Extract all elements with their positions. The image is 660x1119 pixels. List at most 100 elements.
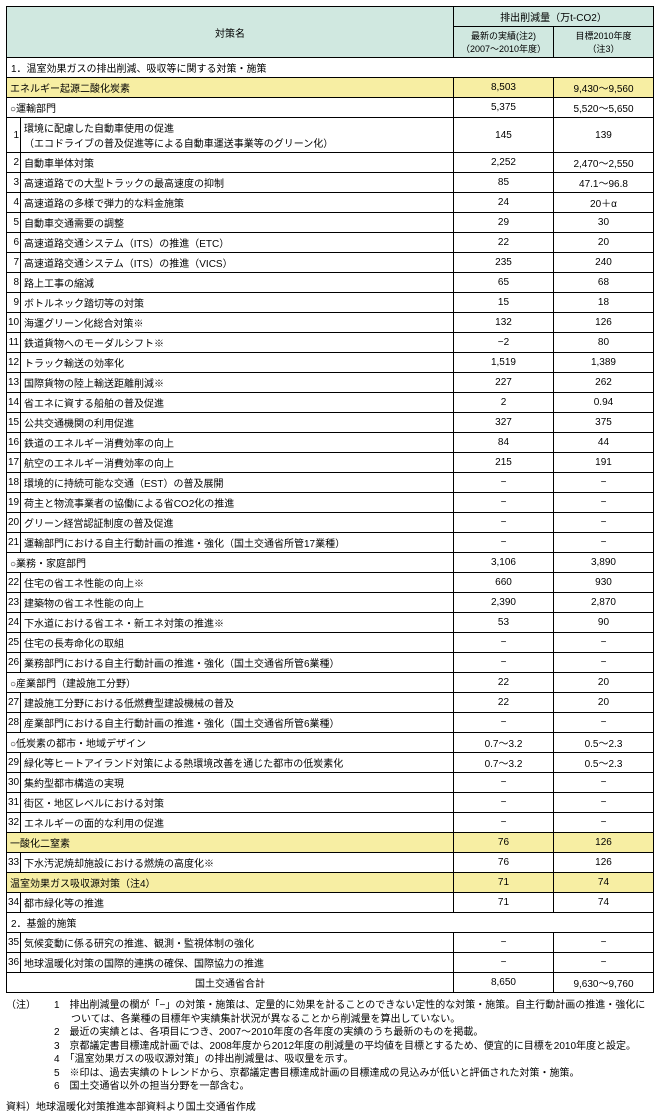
value-recent: 65: [453, 273, 553, 293]
value-recent: −: [453, 813, 553, 833]
value-recent: 5,375: [453, 98, 553, 118]
value-recent: 22: [453, 673, 553, 693]
value-recent: −: [453, 713, 553, 733]
measure-name: グリーン経営認証制度の普及促進: [21, 513, 454, 533]
value-recent: 8,503: [453, 78, 553, 98]
row-number: 21: [7, 533, 21, 553]
measure-name: 建築物の省エネ性能の向上: [21, 593, 454, 613]
value-recent: 227: [453, 373, 553, 393]
value-target: 191: [553, 453, 653, 473]
header-value-group: 排出削減量（万t-CO2）: [453, 7, 653, 27]
value-recent: 235: [453, 253, 553, 273]
value-target: −: [553, 773, 653, 793]
value-target: 0.94: [553, 393, 653, 413]
value-target: 18: [553, 293, 653, 313]
value-recent: 132: [453, 313, 553, 333]
value-target: 74: [553, 893, 653, 913]
value-recent: 0.7～3.2: [453, 733, 553, 753]
note-item: 2 最近の実績とは、各項目につき、2007～2010年度の各年度の実績のうち最新…: [36, 1026, 654, 1040]
category-name: 一酸化二窒素: [7, 833, 454, 853]
value-recent: 2,252: [453, 153, 553, 173]
value-target: −: [553, 933, 653, 953]
row-number: 8: [7, 273, 21, 293]
subcategory-name: ○産業部門（建設施工分野）: [7, 673, 454, 693]
row-number: 24: [7, 613, 21, 633]
value-recent: 2,390: [453, 593, 553, 613]
value-recent: −: [453, 533, 553, 553]
value-target: 68: [553, 273, 653, 293]
note-item: 6 国土交通省以外の担当分野を一部含む。: [36, 1080, 654, 1094]
value-recent: 76: [453, 853, 553, 873]
subcategory-name: ○業務・家庭部門: [7, 553, 454, 573]
value-target: 47.1～96.8: [553, 173, 653, 193]
value-target: −: [553, 713, 653, 733]
value-target: 126: [553, 313, 653, 333]
subcategory-name: ○低炭素の都市・地域デザイン: [7, 733, 454, 753]
row-number: 6: [7, 233, 21, 253]
value-recent: −: [453, 473, 553, 493]
value-target: 9,430～9,560: [553, 78, 653, 98]
note-item: 3 京都議定書目標達成計画では、2008年度から2012年度の削減量の平均値を目…: [36, 1040, 654, 1054]
measure-name: 鉄道貨物へのモーダルシフト※: [21, 333, 454, 353]
note-item: 4 「温室効果ガスの吸収源対策」の排出削減量は、吸収量を示す。: [36, 1053, 654, 1067]
value-target: 90: [553, 613, 653, 633]
row-number: 16: [7, 433, 21, 453]
measure-name: 高速道路の多様で弾力的な料金施策: [21, 193, 454, 213]
category-name: 温室効果ガス吸収源対策（注4）: [7, 873, 454, 893]
row-number: 36: [7, 953, 21, 973]
header-name: 対策名: [7, 7, 454, 58]
row-number: 13: [7, 373, 21, 393]
value-recent: 145: [453, 118, 553, 153]
measure-name: 公共交通機関の利用促進: [21, 413, 454, 433]
value-recent: 53: [453, 613, 553, 633]
value-target: 2,470～2,550: [553, 153, 653, 173]
value-target: 20: [553, 673, 653, 693]
row-number: 34: [7, 893, 21, 913]
value-recent: 3,106: [453, 553, 553, 573]
value-recent: 29: [453, 213, 553, 233]
value-recent: 327: [453, 413, 553, 433]
row-number: 28: [7, 713, 21, 733]
row-number: 18: [7, 473, 21, 493]
measure-name: 集約型都市構造の実現: [21, 773, 454, 793]
notes-label: （注）: [6, 999, 36, 1094]
value-recent: 76: [453, 833, 553, 853]
value-recent: 660: [453, 573, 553, 593]
measure-name: 住宅の省エネ性能の向上※: [21, 573, 454, 593]
value-target: 2,870: [553, 593, 653, 613]
measure-name: 気候変動に係る研究の推進、観測・監視体制の強化: [21, 933, 454, 953]
value-target: 20: [553, 233, 653, 253]
measure-name: 建設施工分野における低燃費型建設機械の普及: [21, 693, 454, 713]
value-recent: 22: [453, 233, 553, 253]
row-number: 20: [7, 513, 21, 533]
notes-list: 1 排出削減量の欄が「−」の対策・施策は、定量的に効果を計ることのできない定性的…: [36, 999, 654, 1094]
measure-name: 国際貨物の陸上輸送距離削減※: [21, 373, 454, 393]
measure-name: 自動車交通需要の調整: [21, 213, 454, 233]
measure-name: 緑化等ヒートアイランド対策による熱環境改善を通じた都市の低炭素化: [21, 753, 454, 773]
measure-name: 海運グリーン化総合対策※: [21, 313, 454, 333]
value-target: −: [553, 633, 653, 653]
measure-name: 産業部門における自主行動計画の推進・強化（国土交通省所管6業種）: [21, 713, 454, 733]
measure-name: 省エネに資する船舶の普及促進: [21, 393, 454, 413]
measure-name: 高速道路交通システム（ITS）の推進（ETC）: [21, 233, 454, 253]
note-item: 5 ※印は、過去実績のトレンドから、京都議定書目標達成計画の目標達成の見込みが低…: [36, 1067, 654, 1081]
value-recent: −: [453, 793, 553, 813]
source-line: 資料）地球温暖化対策推進本部資料より国土交通省作成: [6, 1098, 654, 1113]
value-target: −: [553, 473, 653, 493]
measure-name: 航空のエネルギー消費効率の向上: [21, 453, 454, 473]
measure-name: 路上工事の縮減: [21, 273, 454, 293]
row-number: 3: [7, 173, 21, 193]
header-target: 目標2010年度 （注3）: [553, 27, 653, 58]
row-number: 29: [7, 753, 21, 773]
measure-name: 業務部門における自主行動計画の推進・強化（国土交通省所管6業種）: [21, 653, 454, 673]
row-number: 26: [7, 653, 21, 673]
row-number: 27: [7, 693, 21, 713]
category-name: エネルギー起源二酸化炭素: [7, 78, 454, 98]
value-recent: 71: [453, 873, 553, 893]
value-target: −: [553, 653, 653, 673]
value-target: −: [553, 493, 653, 513]
value-recent: −: [453, 933, 553, 953]
measure-name: トラック輸送の効率化: [21, 353, 454, 373]
value-recent: −: [453, 633, 553, 653]
value-recent: 85: [453, 173, 553, 193]
